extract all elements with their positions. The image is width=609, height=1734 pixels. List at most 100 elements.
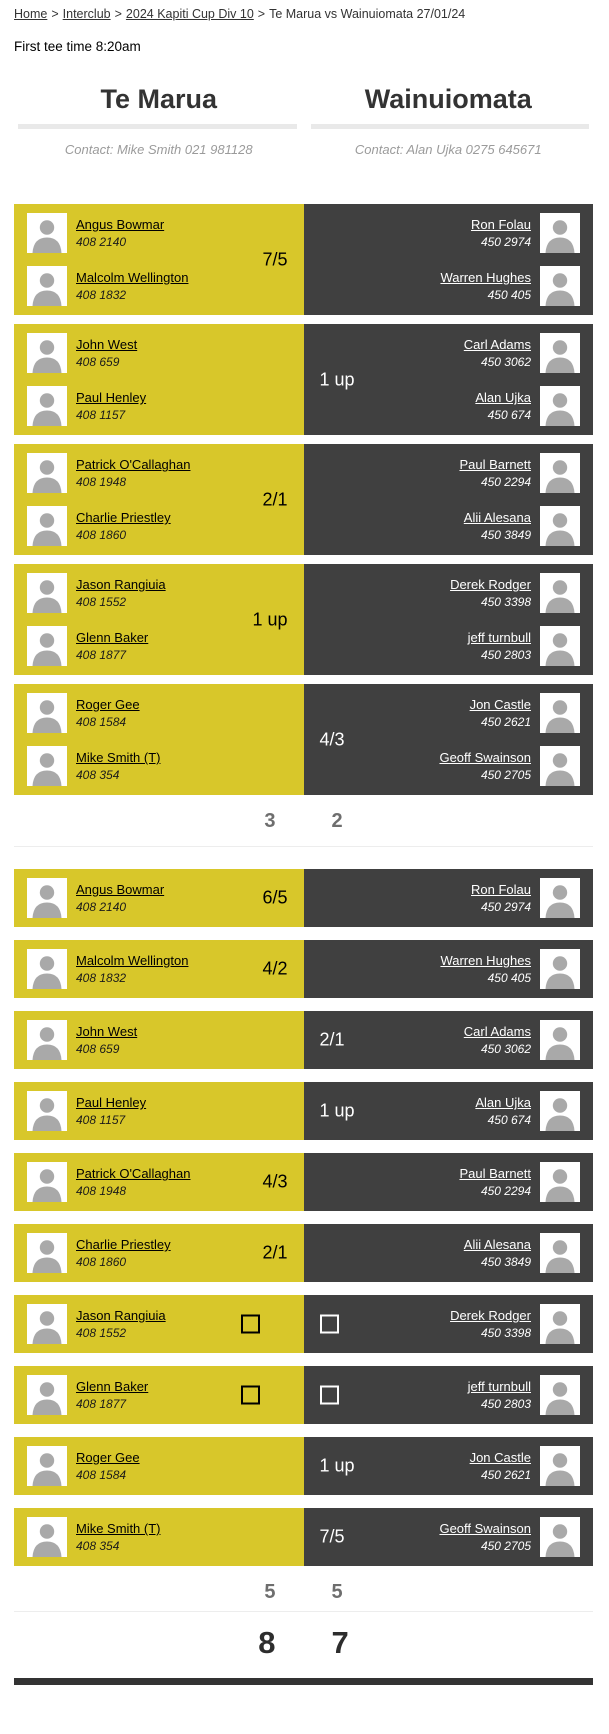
player-name-link[interactable]: Angus Bowmar bbox=[76, 882, 165, 898]
player-number: 408 1552 bbox=[76, 595, 127, 610]
home-half: Charlie Priestley 408 1860 2/1 bbox=[14, 1224, 304, 1283]
breadcrumb-link[interactable]: 2024 Kapiti Cup Div 10 bbox=[125, 7, 254, 21]
match-row: Malcolm Wellington 408 1832 4/2 Warren H… bbox=[14, 940, 593, 999]
player: Carl Adams 450 3062 bbox=[304, 333, 594, 374]
player-name-link[interactable]: Warren Hughes bbox=[440, 953, 531, 969]
player-name-link[interactable]: Jon Castle bbox=[469, 697, 531, 713]
player-name-link[interactable]: Glenn Baker bbox=[76, 1379, 149, 1395]
breadcrumb-link[interactable]: Home bbox=[14, 7, 48, 21]
player-name-link[interactable]: Alan Ujka bbox=[475, 1095, 531, 1111]
player-text: Roger Gee 408 1584 bbox=[76, 1449, 140, 1483]
player-name-link[interactable]: Ron Folau bbox=[471, 217, 531, 233]
player: Alii Alesana 450 3849 bbox=[304, 506, 594, 547]
player-number: 408 659 bbox=[76, 355, 120, 370]
player-number: 408 1948 bbox=[76, 475, 127, 490]
player-number: 450 2705 bbox=[480, 768, 531, 783]
player-number: 408 1877 bbox=[76, 1397, 127, 1412]
avatar-icon bbox=[540, 213, 580, 254]
away-team-column: Wainuiomata Contact: Alan Ujka 0275 6456… bbox=[304, 84, 594, 157]
player-name-link[interactable]: Roger Gee bbox=[76, 1450, 140, 1466]
player-name-link[interactable]: Derek Rodger bbox=[450, 577, 531, 593]
away-players: jeff turnbull 450 2803 bbox=[304, 1366, 594, 1424]
home-half: John West 408 659 Paul Henley 408 1157 bbox=[14, 324, 304, 436]
player-number: 408 1832 bbox=[76, 971, 127, 986]
avatar-icon bbox=[540, 1233, 580, 1274]
player-text: Alan Ujka 450 674 bbox=[475, 1094, 531, 1128]
match-score: 4/3 bbox=[319, 729, 345, 750]
player-name-link[interactable]: Malcolm Wellington bbox=[76, 270, 189, 286]
player-name-link[interactable]: Carl Adams bbox=[463, 1024, 531, 1040]
player-name-link[interactable]: Warren Hughes bbox=[440, 270, 531, 286]
player-name-link[interactable]: Alan Ujka bbox=[475, 390, 531, 406]
result-checkbox[interactable] bbox=[240, 1314, 260, 1334]
player-name-link[interactable]: John West bbox=[76, 337, 138, 353]
player-number: 408 1157 bbox=[76, 408, 126, 423]
avatar-icon bbox=[540, 1375, 580, 1416]
result-checkbox[interactable] bbox=[319, 1314, 339, 1334]
player-name-link[interactable]: Angus Bowmar bbox=[76, 217, 165, 233]
home-players: Angus Bowmar 408 2140 Malcolm Wellington… bbox=[14, 204, 304, 315]
player-name-link[interactable]: Geoff Swainson bbox=[439, 750, 531, 766]
player-name-link[interactable]: Paul Barnett bbox=[459, 1166, 531, 1182]
player-name-link[interactable]: Jason Rangiuia bbox=[76, 1308, 166, 1324]
player-text: Jon Castle 450 2621 bbox=[470, 696, 531, 730]
breadcrumb-link[interactable]: Interclub bbox=[62, 7, 111, 21]
away-half: Jon Castle 450 2621 Geoff Swainson 450 2… bbox=[303, 684, 593, 796]
player-name-link[interactable]: Paul Henley bbox=[76, 390, 147, 406]
avatar-icon bbox=[27, 1304, 67, 1345]
player: jeff turnbull 450 2803 bbox=[304, 626, 594, 667]
avatar-icon bbox=[540, 1304, 580, 1345]
player: Charlie Priestley 408 1860 bbox=[14, 506, 304, 547]
tee-time-text: First tee time 8:20am bbox=[14, 39, 141, 55]
match-row: John West 408 659 Paul Henley 408 1157 bbox=[14, 324, 594, 436]
away-half: Carl Adams 450 3062 2/1 bbox=[303, 1011, 593, 1070]
player-number: 450 2294 bbox=[480, 1184, 531, 1199]
player-name-link[interactable]: Geoff Swainson bbox=[439, 1521, 531, 1537]
away-players: Derek Rodger 450 3398 bbox=[304, 1295, 594, 1353]
player-name-link[interactable]: jeff turnbull bbox=[467, 1379, 531, 1395]
player-name-link[interactable]: Mike Smith (T) bbox=[76, 750, 161, 766]
player-text: Paul Henley 408 1157 bbox=[76, 389, 146, 423]
player: Ron Folau 450 2974 bbox=[304, 878, 594, 919]
player-name-link[interactable]: Patrick O'Callaghan bbox=[76, 457, 191, 473]
home-players: Roger Gee 408 1584 bbox=[14, 1437, 304, 1495]
player-name-link[interactable]: Charlie Priestley bbox=[76, 1237, 171, 1253]
player: Roger Gee 408 1584 bbox=[14, 693, 304, 734]
player-name-link[interactable]: Roger Gee bbox=[76, 697, 140, 713]
match-score: 2/1 bbox=[262, 1242, 288, 1263]
player-name-link[interactable]: Alii Alesana bbox=[463, 1237, 531, 1253]
player-name-link[interactable]: Malcolm Wellington bbox=[76, 953, 189, 969]
total-home: 8 bbox=[258, 1625, 276, 1661]
player-name-link[interactable]: Alii Alesana bbox=[463, 510, 531, 526]
away-half: Geoff Swainson 450 2705 7/5 bbox=[303, 1508, 593, 1567]
player-name-link[interactable]: Derek Rodger bbox=[450, 1308, 531, 1324]
section-divider bbox=[14, 1611, 593, 1613]
player-name-link[interactable]: jeff turnbull bbox=[467, 630, 531, 646]
player-name-link[interactable]: Paul Barnett bbox=[459, 457, 531, 473]
breadcrumb-current: Te Marua vs Wainuiomata 27/01/24 bbox=[269, 7, 466, 21]
player-name-link[interactable]: Ron Folau bbox=[471, 882, 531, 898]
away-players: Paul Barnett 450 2294 bbox=[304, 1153, 594, 1211]
player-text: John West 408 659 bbox=[76, 336, 137, 370]
player-text: Alii Alesana 450 3849 bbox=[464, 509, 531, 543]
player-name-link[interactable]: Carl Adams bbox=[463, 337, 531, 353]
player-name-link[interactable]: Mike Smith (T) bbox=[76, 1521, 161, 1537]
away-players: Paul Barnett 450 2294 Alii Alesana 450 3… bbox=[304, 444, 594, 555]
result-checkbox[interactable] bbox=[240, 1385, 260, 1405]
player-number: 450 3062 bbox=[480, 1042, 531, 1057]
player-number: 408 1584 bbox=[76, 1468, 127, 1483]
match-score: 4/3 bbox=[262, 1171, 288, 1192]
home-players: Glenn Baker 408 1877 bbox=[14, 1366, 304, 1424]
player-name-link[interactable]: Jon Castle bbox=[469, 1450, 531, 1466]
avatar-icon bbox=[27, 213, 67, 254]
home-players: Jason Rangiuia 408 1552 bbox=[14, 1295, 304, 1353]
avatar-icon bbox=[27, 1162, 67, 1203]
player-name-link[interactable]: Patrick O'Callaghan bbox=[76, 1166, 191, 1182]
player-name-link[interactable]: Charlie Priestley bbox=[76, 510, 171, 526]
player-name-link[interactable]: Glenn Baker bbox=[76, 630, 149, 646]
avatar-icon bbox=[540, 1162, 580, 1203]
player-name-link[interactable]: Jason Rangiuia bbox=[76, 577, 166, 593]
result-checkbox[interactable] bbox=[319, 1385, 339, 1405]
player-name-link[interactable]: Paul Henley bbox=[76, 1095, 147, 1111]
player-name-link[interactable]: John West bbox=[76, 1024, 138, 1040]
